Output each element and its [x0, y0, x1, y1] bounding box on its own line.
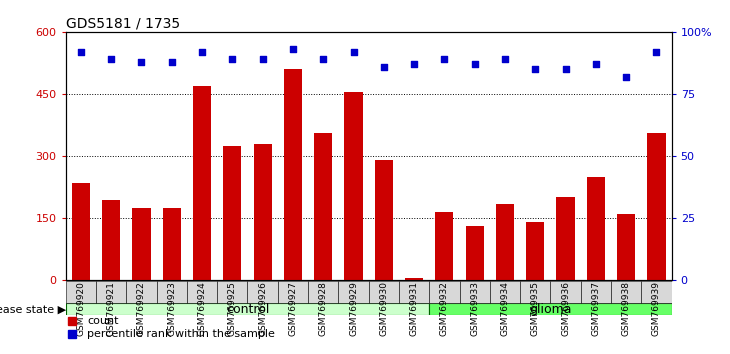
Bar [218, 281, 247, 303]
Bar [587, 177, 605, 280]
Bar [345, 92, 363, 280]
Point [469, 61, 480, 67]
Point [75, 49, 87, 55]
Point [620, 74, 632, 79]
Bar [496, 204, 514, 280]
Bar [284, 69, 302, 280]
Text: GSM769934: GSM769934 [501, 281, 510, 336]
Bar [193, 86, 211, 280]
Bar [520, 281, 550, 303]
Bar [126, 281, 156, 303]
Text: GSM769937: GSM769937 [591, 281, 600, 336]
Bar [490, 281, 520, 303]
Point [529, 66, 541, 72]
Bar [339, 281, 369, 303]
Bar [253, 144, 272, 280]
Bar [374, 160, 393, 280]
Bar [66, 281, 96, 303]
Text: count: count [87, 316, 118, 326]
Bar [96, 281, 126, 303]
Text: GSM769923: GSM769923 [167, 281, 176, 336]
Text: GSM769922: GSM769922 [137, 281, 146, 336]
Point [378, 64, 390, 69]
Bar [399, 281, 429, 303]
Text: GSM769921: GSM769921 [107, 281, 115, 336]
Text: GSM769927: GSM769927 [288, 281, 297, 336]
Point [196, 49, 208, 55]
Bar [163, 208, 181, 280]
Point [408, 61, 420, 67]
Bar [72, 183, 90, 280]
Bar [641, 281, 672, 303]
Text: GSM769926: GSM769926 [258, 281, 267, 336]
Bar [648, 133, 666, 280]
Text: GSM769924: GSM769924 [198, 281, 207, 336]
Point [439, 56, 450, 62]
Bar [405, 278, 423, 280]
Text: GDS5181 / 1735: GDS5181 / 1735 [66, 17, 180, 31]
Text: GSM769939: GSM769939 [652, 281, 661, 336]
Point [590, 61, 602, 67]
Text: GSM769938: GSM769938 [622, 281, 631, 336]
Text: GSM769929: GSM769929 [349, 281, 358, 336]
Bar [102, 200, 120, 280]
Bar [66, 303, 429, 315]
Bar [611, 281, 641, 303]
Bar [247, 281, 277, 303]
Text: GSM769933: GSM769933 [470, 281, 479, 336]
Text: glioma: glioma [529, 303, 572, 316]
Text: GSM769931: GSM769931 [410, 281, 418, 336]
Text: GSM769930: GSM769930 [380, 281, 388, 336]
Bar [223, 146, 242, 280]
Text: control: control [226, 303, 269, 316]
Point [287, 46, 299, 52]
Bar [460, 281, 490, 303]
Point [318, 56, 329, 62]
Bar [187, 281, 218, 303]
Point [166, 59, 177, 64]
Text: GSM769928: GSM769928 [319, 281, 328, 336]
Bar [157, 281, 187, 303]
Point [105, 56, 117, 62]
Bar [429, 303, 672, 315]
Bar [466, 227, 484, 280]
Point [650, 49, 662, 55]
Bar [132, 208, 150, 280]
Bar [369, 281, 399, 303]
Text: GSM769936: GSM769936 [561, 281, 570, 336]
Text: GSM769925: GSM769925 [228, 281, 237, 336]
Bar [429, 281, 460, 303]
Bar [617, 214, 635, 280]
Text: GSM769935: GSM769935 [531, 281, 539, 336]
Text: GSM769932: GSM769932 [440, 281, 449, 336]
Point [257, 56, 269, 62]
Bar [435, 212, 453, 280]
Bar [581, 281, 611, 303]
Bar [314, 133, 332, 280]
Bar [556, 198, 575, 280]
Point [136, 59, 147, 64]
Bar [550, 281, 581, 303]
Point [560, 66, 572, 72]
Bar [526, 222, 545, 280]
Bar [277, 281, 308, 303]
Point [499, 56, 511, 62]
Text: percentile rank within the sample: percentile rank within the sample [87, 329, 274, 339]
Bar [308, 281, 339, 303]
Text: disease state ▶: disease state ▶ [0, 304, 66, 314]
Point [347, 49, 359, 55]
Text: GSM769920: GSM769920 [77, 281, 85, 336]
Point [226, 56, 238, 62]
